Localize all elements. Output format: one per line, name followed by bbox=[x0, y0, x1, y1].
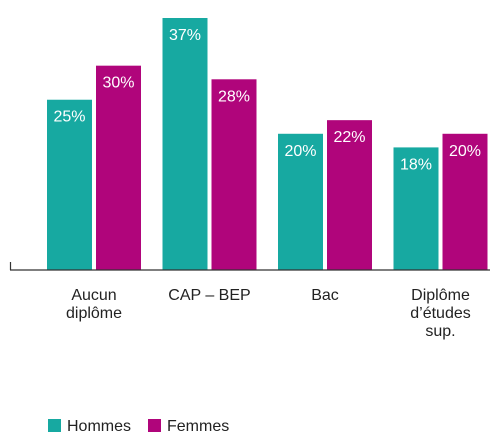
bar bbox=[442, 133, 488, 270]
data-label: 20% bbox=[284, 143, 316, 160]
data-label: 18% bbox=[400, 156, 432, 173]
bar bbox=[278, 133, 323, 270]
bar bbox=[393, 147, 439, 270]
legend-swatch bbox=[148, 419, 161, 432]
bar bbox=[327, 120, 372, 270]
data-label: 22% bbox=[333, 129, 365, 146]
data-label: 28% bbox=[218, 88, 250, 105]
legend-swatch bbox=[48, 419, 61, 432]
legend-label: Hommes bbox=[67, 418, 131, 435]
bar bbox=[47, 99, 92, 270]
legend-label: Femmes bbox=[167, 418, 229, 435]
x-tick-label: Aucun diplôme bbox=[66, 287, 122, 322]
data-label: 37% bbox=[169, 27, 201, 44]
bar bbox=[211, 79, 257, 270]
x-tick-label: Bac bbox=[311, 287, 339, 304]
x-tick-label: Diplôme d’études sup. bbox=[410, 287, 471, 340]
bar bbox=[96, 65, 141, 270]
bar bbox=[162, 18, 208, 270]
x-tick-label: CAP – BEP bbox=[168, 287, 250, 304]
data-label: 20% bbox=[449, 143, 481, 160]
data-label: 30% bbox=[102, 75, 134, 92]
data-label: 25% bbox=[53, 109, 85, 126]
